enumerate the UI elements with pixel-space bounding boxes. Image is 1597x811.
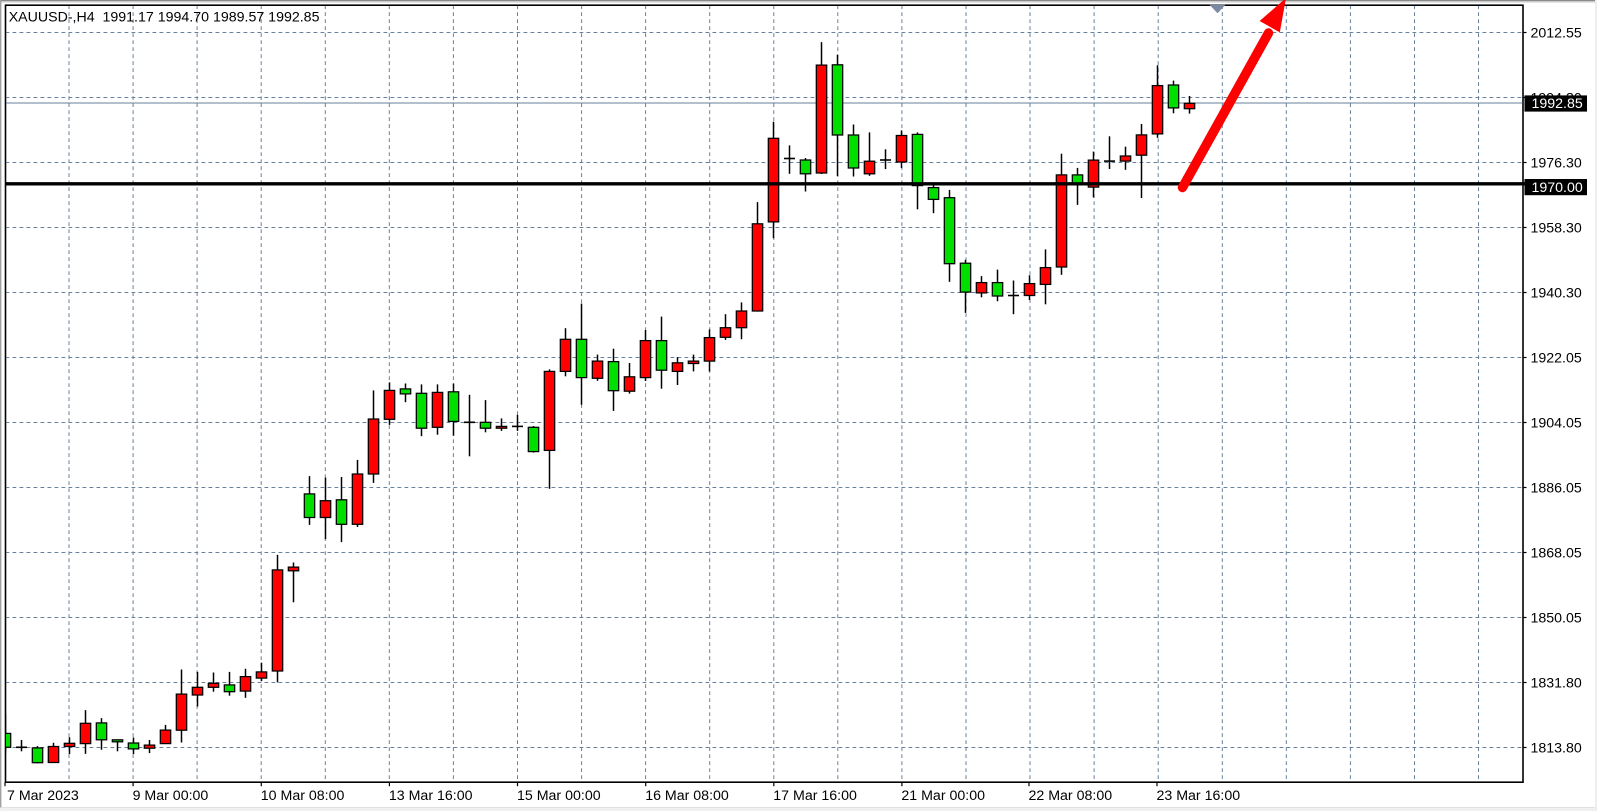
- svg-text:1868.05: 1868.05: [1531, 546, 1582, 562]
- svg-text:1922.05: 1922.05: [1531, 351, 1582, 367]
- svg-text:1958.30: 1958.30: [1531, 221, 1582, 237]
- svg-text:15 Mar 00:00: 15 Mar 00:00: [517, 788, 601, 804]
- svg-text:9 Mar 00:00: 9 Mar 00:00: [133, 788, 209, 804]
- svg-text:1813.80: 1813.80: [1531, 741, 1582, 757]
- svg-text:1940.30: 1940.30: [1531, 286, 1582, 302]
- svg-text:1970.00: 1970.00: [1532, 180, 1583, 196]
- svg-text:10 Mar 08:00: 10 Mar 08:00: [261, 788, 345, 804]
- svg-text:16 Mar 08:00: 16 Mar 08:00: [645, 788, 729, 804]
- svg-text:1976.30: 1976.30: [1531, 156, 1582, 172]
- svg-text:23 Mar 16:00: 23 Mar 16:00: [1157, 788, 1241, 804]
- svg-text:2012.55: 2012.55: [1531, 26, 1582, 42]
- svg-text:XAUUSD-,H4 1991.17 1994.70 19: XAUUSD-,H4 1991.17 1994.70 1989.57 1992.…: [9, 9, 320, 25]
- svg-text:21 Mar 00:00: 21 Mar 00:00: [901, 788, 985, 804]
- svg-text:1992.85: 1992.85: [1532, 96, 1583, 112]
- svg-text:17 Mar 16:00: 17 Mar 16:00: [773, 788, 857, 804]
- svg-text:1850.05: 1850.05: [1531, 611, 1582, 627]
- svg-text:1831.80: 1831.80: [1531, 676, 1582, 692]
- svg-text:7 Mar 2023: 7 Mar 2023: [7, 788, 79, 804]
- svg-text:22 Mar 08:00: 22 Mar 08:00: [1029, 788, 1113, 804]
- svg-text:1904.05: 1904.05: [1531, 416, 1582, 432]
- svg-text:13 Mar 16:00: 13 Mar 16:00: [389, 788, 473, 804]
- svg-text:1886.05: 1886.05: [1531, 481, 1582, 497]
